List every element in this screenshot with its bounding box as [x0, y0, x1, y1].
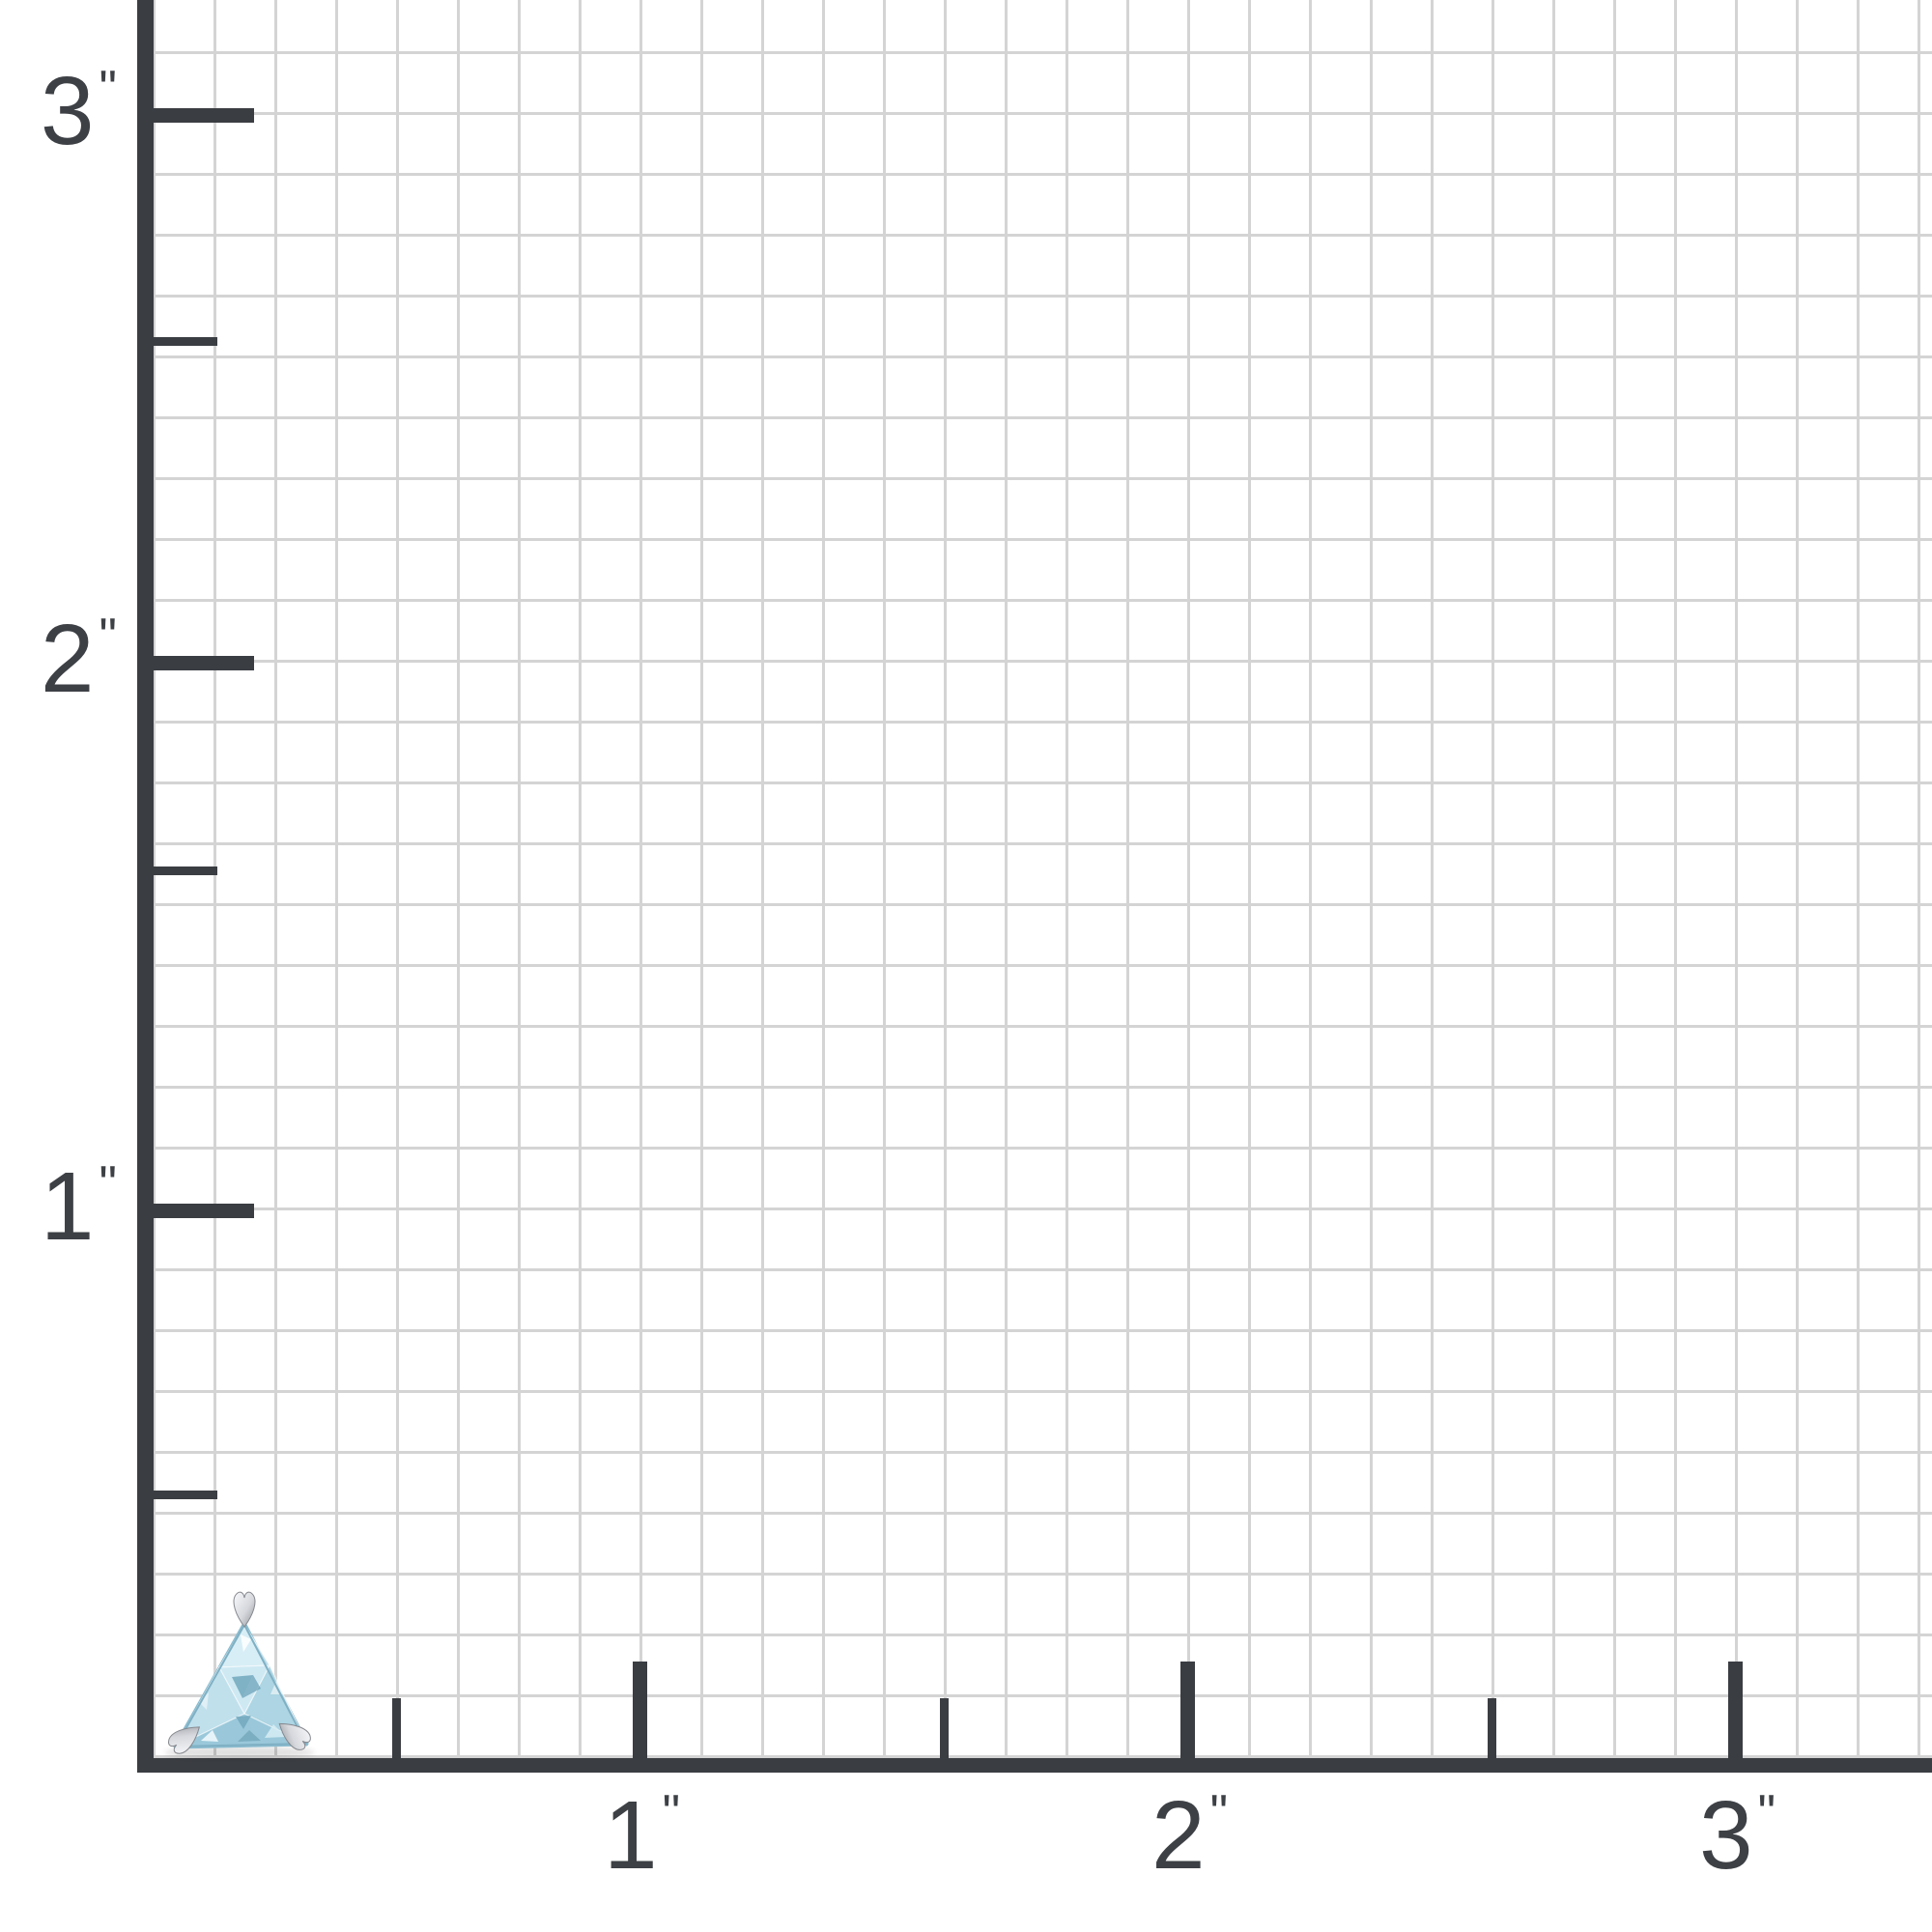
graph-paper-grid	[153, 0, 1932, 1758]
bottom-ruler-axis	[137, 1758, 1932, 1773]
x-axis-tick-2in	[1180, 1662, 1195, 1758]
x-axis-tick-2-5in	[1488, 1698, 1496, 1758]
y-axis-tick-1-5in	[152, 867, 217, 875]
x-axis-tick-1-5in	[940, 1698, 949, 1758]
inch-mark: "	[662, 1785, 681, 1841]
y-axis-tick-1in	[152, 1204, 254, 1218]
x-axis-tick-0-5in	[392, 1698, 401, 1758]
inch-mark: "	[1209, 1785, 1229, 1841]
x-axis-label-1in-number: 1	[603, 1781, 658, 1889]
y-axis-tick-2-5in	[152, 337, 217, 346]
y-axis-label-1in: 1"	[0, 1156, 118, 1255]
y-axis-label-3in: 3"	[0, 61, 118, 159]
x-axis-tick-3in	[1728, 1662, 1743, 1758]
inch-mark: "	[99, 61, 118, 117]
inch-mark: "	[99, 609, 118, 665]
inch-mark: "	[99, 1156, 118, 1212]
y-axis-tick-3in	[152, 108, 254, 123]
y-axis-label-2in: 2"	[0, 609, 118, 707]
gem-shadow	[164, 1747, 315, 1758]
gem-stone	[173, 1622, 309, 1749]
y-axis-tick-0-5in	[152, 1491, 217, 1499]
top-prong	[233, 1591, 256, 1628]
y-axis-label-3in-number: 3	[40, 57, 95, 165]
inch-mark: "	[1757, 1785, 1776, 1841]
x-axis-label-2in-number: 2	[1151, 1781, 1206, 1889]
y-axis-tick-2in	[152, 656, 254, 670]
x-axis-label-2in: 2"	[1092, 1787, 1285, 1884]
y-axis-label-2in-number: 2	[40, 605, 95, 713]
gemstone-image	[164, 1591, 315, 1758]
x-axis-label-1in: 1"	[544, 1787, 737, 1884]
x-axis-label-3in: 3"	[1639, 1787, 1833, 1884]
x-axis-tick-1in	[633, 1662, 647, 1758]
x-axis-label-3in-number: 3	[1698, 1781, 1753, 1889]
y-axis-label-1in-number: 1	[40, 1152, 95, 1261]
left-ruler-axis	[137, 0, 154, 1773]
